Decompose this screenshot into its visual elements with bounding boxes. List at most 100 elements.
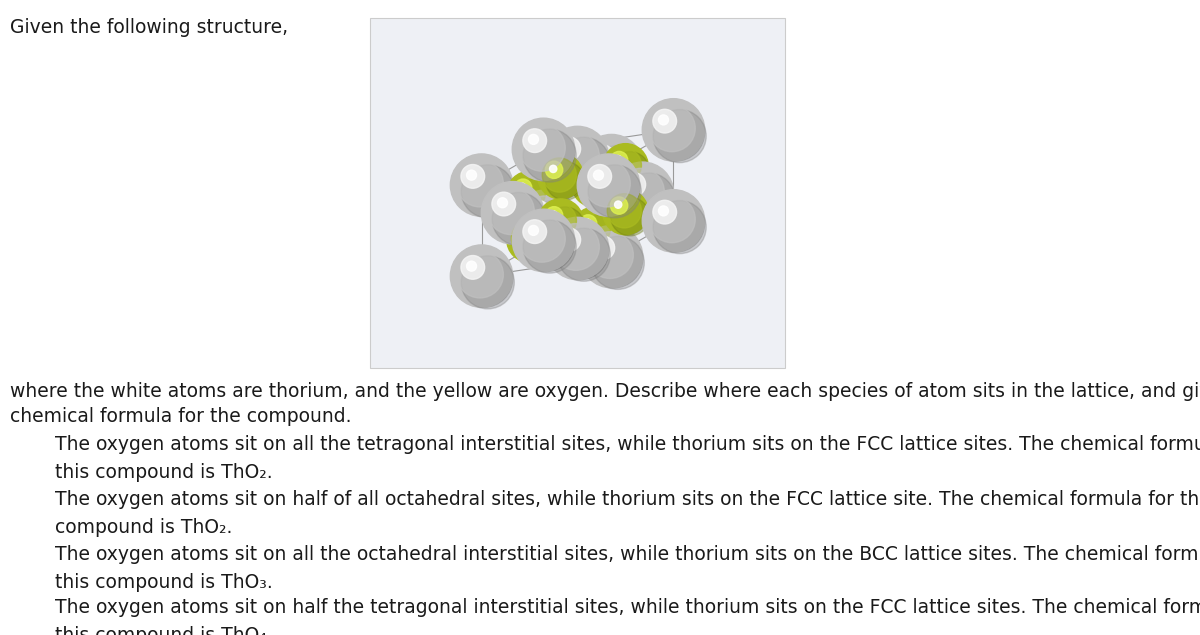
Circle shape — [541, 203, 583, 244]
Circle shape — [481, 182, 544, 244]
Circle shape — [542, 203, 576, 237]
Circle shape — [487, 188, 534, 234]
Circle shape — [546, 206, 563, 224]
Circle shape — [611, 151, 628, 169]
Circle shape — [587, 141, 634, 187]
Circle shape — [557, 137, 581, 161]
Circle shape — [515, 190, 577, 252]
Circle shape — [642, 98, 704, 161]
Circle shape — [461, 255, 485, 279]
Circle shape — [653, 110, 707, 163]
Circle shape — [563, 142, 572, 152]
Circle shape — [450, 154, 512, 217]
Circle shape — [551, 131, 608, 189]
Circle shape — [552, 224, 599, 271]
Circle shape — [467, 261, 476, 271]
Circle shape — [611, 152, 649, 190]
Circle shape — [456, 160, 503, 207]
Circle shape — [576, 211, 611, 246]
Text: The oxygen atoms sit on all the octahedral interstitial sites, while thorium sit: The oxygen atoms sit on all the octahedr… — [55, 545, 1200, 592]
Circle shape — [518, 229, 526, 236]
Circle shape — [523, 129, 576, 182]
Circle shape — [590, 236, 614, 260]
Circle shape — [648, 196, 695, 243]
Circle shape — [581, 135, 643, 197]
Circle shape — [532, 206, 541, 216]
Text: The oxygen atoms sit on half of all octahedral sites, while thorium sits on the : The oxygen atoms sit on half of all octa… — [55, 490, 1200, 537]
Circle shape — [546, 207, 584, 246]
Circle shape — [617, 167, 673, 224]
Circle shape — [557, 228, 611, 281]
Circle shape — [517, 214, 575, 272]
Circle shape — [538, 154, 583, 199]
Circle shape — [622, 173, 646, 196]
Text: The oxygen atoms sit on half the tetragonal interstitial sites, while thorium si: The oxygen atoms sit on half the tetrago… — [55, 598, 1200, 635]
Circle shape — [647, 104, 704, 161]
Circle shape — [623, 173, 676, 226]
Circle shape — [527, 201, 580, 253]
Circle shape — [596, 150, 606, 161]
Circle shape — [526, 200, 550, 224]
Circle shape — [492, 192, 516, 216]
Circle shape — [580, 215, 618, 254]
Circle shape — [518, 215, 565, 262]
Circle shape — [607, 148, 642, 182]
Circle shape — [512, 209, 575, 272]
Circle shape — [647, 195, 704, 252]
Circle shape — [582, 159, 640, 217]
Circle shape — [552, 133, 599, 179]
Circle shape — [557, 228, 581, 251]
Circle shape — [588, 165, 641, 218]
Circle shape — [602, 189, 648, 235]
Circle shape — [571, 161, 617, 207]
Circle shape — [546, 161, 563, 178]
Circle shape — [512, 118, 575, 180]
Circle shape — [590, 145, 614, 169]
Circle shape — [648, 105, 695, 152]
Circle shape — [498, 197, 508, 208]
Circle shape — [510, 175, 552, 217]
Circle shape — [546, 217, 608, 279]
Text: Given the following structure,: Given the following structure, — [10, 18, 288, 37]
Circle shape — [517, 123, 575, 180]
Circle shape — [583, 173, 590, 181]
Circle shape — [611, 197, 649, 236]
Circle shape — [492, 192, 545, 246]
Circle shape — [580, 215, 596, 232]
Circle shape — [538, 199, 583, 244]
Circle shape — [551, 222, 608, 279]
Circle shape — [594, 170, 604, 180]
Circle shape — [575, 165, 617, 207]
Circle shape — [523, 220, 576, 273]
Circle shape — [592, 145, 644, 198]
Circle shape — [550, 211, 557, 218]
Circle shape — [542, 158, 576, 192]
Circle shape — [467, 170, 476, 180]
Circle shape — [607, 194, 642, 228]
Circle shape — [455, 159, 512, 217]
Circle shape — [546, 126, 608, 189]
Circle shape — [653, 201, 707, 253]
Circle shape — [611, 197, 628, 214]
Text: The oxygen atoms sit on all the tetragonal interstitial sites, while thorium sit: The oxygen atoms sit on all the tetragon… — [55, 435, 1200, 482]
Circle shape — [586, 140, 643, 197]
Circle shape — [580, 170, 618, 208]
Circle shape — [596, 242, 606, 251]
Circle shape — [528, 225, 539, 236]
Circle shape — [583, 160, 630, 207]
FancyBboxPatch shape — [370, 18, 785, 368]
Circle shape — [510, 220, 552, 262]
Circle shape — [580, 170, 596, 187]
Circle shape — [541, 157, 583, 199]
Circle shape — [659, 206, 668, 216]
Circle shape — [576, 166, 611, 200]
Circle shape — [588, 164, 612, 188]
Circle shape — [614, 201, 622, 208]
Circle shape — [461, 164, 485, 188]
Circle shape — [546, 161, 584, 200]
Circle shape — [581, 225, 643, 288]
Circle shape — [592, 236, 644, 290]
Circle shape — [515, 179, 532, 196]
Circle shape — [511, 222, 546, 255]
Circle shape — [456, 251, 503, 298]
